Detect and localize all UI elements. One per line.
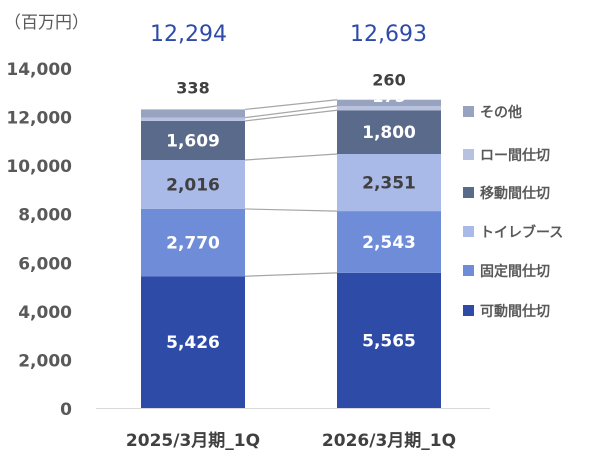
total-label-2025: 12,294 [150,22,227,47]
data-label: 5,565 [362,331,416,351]
series-connector-line [244,99,338,111]
bar-segment [337,106,441,111]
y-tick-label: 0 [60,400,72,420]
legend-swatch [463,149,474,160]
data-label: 1,609 [166,131,220,151]
data-label: 1,800 [362,123,416,143]
bar-segment [337,153,441,212]
bar-segment [337,99,441,107]
data-label: 135 [176,89,209,108]
data-label: 2,351 [362,174,416,194]
legend-swatch [463,265,474,276]
bar-segment [141,276,245,408]
legend-swatch [463,106,474,117]
bar-segment [337,110,441,154]
legend-label: トイレブース [480,224,563,241]
series-connector-line [244,153,338,161]
series-connector-line [244,208,338,212]
y-tick-label: 10,000 [6,157,72,177]
legend-swatch [463,187,474,198]
legend-swatch [463,305,474,316]
y-tick-label: 4,000 [18,303,72,323]
x-category-label: 2025/3月期_1Q [126,431,260,451]
data-label: 260 [372,71,405,90]
legend-label: ロー間仕切 [480,147,550,164]
unit-label: （百万円） [4,13,89,33]
series-connector-line [244,105,338,119]
legend-label: 固定間仕切 [480,263,550,280]
x-category-label: 2026/3月期_1Q [322,431,456,451]
data-label: 338 [176,78,209,97]
bar-segment [141,117,245,121]
legend-label: その他 [480,104,522,121]
y-tick-label: 8,000 [18,206,72,226]
legend-label: 移動間仕切 [480,185,550,202]
bar-segment [141,208,245,277]
y-tick-label: 2,000 [18,351,72,371]
bar-segment [141,109,245,118]
y-tick-label: 14,000 [6,60,72,80]
data-label: 5,426 [166,333,220,353]
total-label-2026: 12,693 [350,22,427,47]
data-label: 2,016 [166,175,220,195]
bar-segment [337,272,441,408]
series-connector-line [244,272,338,277]
bar-segment [141,120,245,160]
data-label: 2,770 [166,234,220,254]
legend-swatch [463,226,474,237]
data-label: 2,543 [362,233,416,253]
bar-segment [337,211,441,273]
data-label: 175 [372,87,405,106]
y-tick-label: 6,000 [18,254,72,274]
series-connector-line [244,109,338,122]
legend-label: 可動間仕切 [480,303,550,320]
y-tick-label: 12,000 [6,109,72,129]
bar-segment [141,159,245,209]
